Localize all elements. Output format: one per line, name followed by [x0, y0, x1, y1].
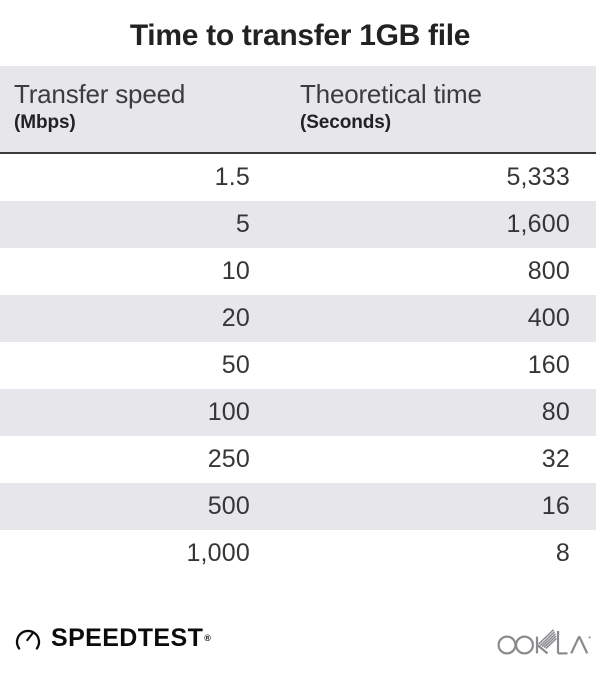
column-header-theoretical-time-label: Theoretical time — [300, 79, 482, 109]
column-header-theoretical-time: Theoretical time (Seconds) — [300, 78, 482, 136]
column-header-transfer-speed-unit: (Mbps) — [14, 112, 76, 133]
table-row: 5 1,600 — [0, 201, 596, 248]
ookla-logo — [496, 620, 592, 660]
table-row: 10 800 — [0, 248, 596, 295]
data-table: Transfer speed (Mbps) Theoretical time (… — [0, 66, 596, 577]
cell-theoretical-time: 32 — [541, 445, 570, 473]
registered-trademark-icon: ® — [204, 632, 211, 643]
table-row: 250 32 — [0, 436, 596, 483]
footer: SPEEDTEST ® — [0, 612, 600, 677]
cell-theoretical-time: 160 — [527, 351, 570, 379]
cell-transfer-speed: 250 — [207, 445, 250, 473]
cell-theoretical-time: 1,600 — [506, 210, 570, 238]
table-row: 1.5 5,333 — [0, 154, 596, 201]
column-header-transfer-speed-label: Transfer speed — [14, 79, 186, 109]
cell-transfer-speed: 500 — [207, 492, 250, 520]
cell-theoretical-time: 400 — [527, 304, 570, 332]
cell-theoretical-time: 80 — [541, 398, 570, 426]
speedtest-wordmark: SPEEDTEST — [51, 624, 204, 652]
cell-transfer-speed: 1,000 — [186, 539, 250, 567]
cell-transfer-speed: 5 — [235, 210, 250, 238]
cell-theoretical-time: 5,333 — [506, 163, 570, 191]
cell-transfer-speed: 10 — [221, 257, 250, 285]
speedtest-logo: SPEEDTEST ® — [14, 618, 211, 658]
column-header-transfer-speed: Transfer speed (Mbps) — [14, 78, 185, 136]
table-row: 20 400 — [0, 295, 596, 342]
table-row: 1,000 8 — [0, 530, 596, 577]
table-row: 100 80 — [0, 389, 596, 436]
gauge-icon — [14, 624, 42, 652]
cell-theoretical-time: 16 — [541, 492, 570, 520]
cell-transfer-speed: 1.5 — [214, 163, 250, 191]
column-header-theoretical-time-unit: (Seconds) — [300, 112, 391, 133]
cell-theoretical-time: 8 — [555, 539, 570, 567]
page-title: Time to transfer 1GB file — [129, 19, 471, 52]
cell-transfer-speed: 100 — [207, 398, 250, 426]
table-row: 50 160 — [0, 342, 596, 389]
table-header-row: Transfer speed (Mbps) Theoretical time (… — [0, 66, 596, 154]
cell-transfer-speed: 20 — [221, 304, 250, 332]
cell-theoretical-time: 800 — [527, 257, 570, 285]
table-row: 500 16 — [0, 483, 596, 530]
cell-transfer-speed: 50 — [221, 351, 250, 379]
